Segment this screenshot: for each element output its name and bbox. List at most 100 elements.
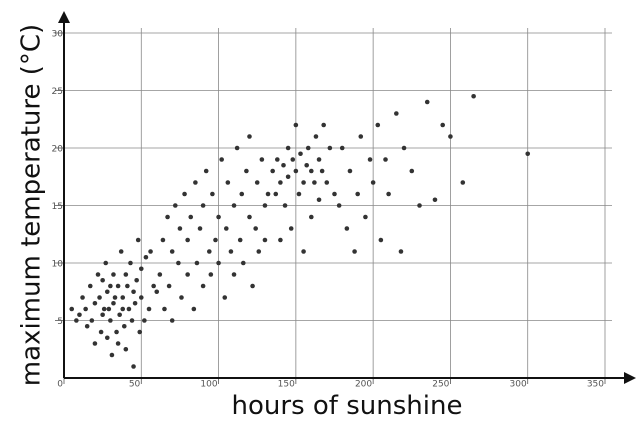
point: [148, 249, 153, 254]
point: [132, 300, 138, 306]
point: [97, 295, 102, 300]
point: [197, 226, 203, 231]
point: [398, 249, 404, 254]
point: [193, 180, 198, 185]
point: [321, 122, 326, 128]
point: [440, 122, 446, 128]
point: [216, 260, 221, 266]
point: [126, 306, 132, 312]
point: [237, 237, 243, 243]
point: [256, 249, 262, 254]
point: [309, 168, 314, 174]
point: [200, 203, 206, 208]
point: [208, 272, 214, 277]
point: [282, 203, 288, 208]
point: [262, 203, 268, 208]
point: [327, 145, 333, 151]
point: [115, 341, 121, 346]
point: [355, 191, 360, 197]
point: [123, 272, 129, 277]
y-tick-label: 10: [52, 260, 64, 270]
point: [231, 203, 237, 208]
point: [293, 122, 299, 128]
point: [281, 162, 286, 168]
point: [92, 300, 98, 306]
point: [154, 289, 160, 295]
point: [460, 180, 466, 185]
point: [200, 283, 206, 289]
point: [270, 168, 275, 174]
point: [324, 180, 330, 185]
point: [305, 145, 311, 151]
point: [367, 157, 373, 162]
point: [111, 272, 116, 277]
point: [160, 237, 166, 243]
point: [80, 295, 85, 300]
point: [219, 157, 224, 162]
point: [87, 283, 93, 289]
grid: 0 50 100 150 200 250 300 350 5 10 15 20 25 30: [52, 28, 612, 390]
point: [313, 134, 319, 139]
point: [137, 329, 143, 335]
x-tick-label: 100: [200, 380, 217, 390]
x-axis-arrow: [624, 372, 636, 384]
point: [101, 306, 107, 312]
y-tick-label: 25: [52, 87, 63, 97]
point: [259, 157, 265, 162]
point: [131, 289, 136, 295]
point: [117, 312, 122, 318]
point: [363, 214, 368, 220]
point: [304, 162, 309, 168]
point: [247, 214, 252, 220]
x-tick-label: 50: [129, 380, 141, 390]
point: [298, 151, 303, 157]
point: [77, 312, 82, 318]
point: [254, 180, 260, 185]
point: [138, 266, 144, 272]
point: [98, 329, 104, 335]
point: [118, 249, 124, 254]
points: [69, 93, 531, 369]
point: [234, 145, 240, 151]
point: [111, 300, 116, 306]
point: [401, 145, 407, 151]
point: [253, 226, 258, 231]
point: [224, 226, 229, 231]
point: [352, 249, 357, 254]
point: [370, 180, 376, 185]
point: [106, 306, 112, 312]
point: [290, 157, 296, 162]
point: [336, 203, 342, 208]
y-axis-title: maximum temperature (°C): [17, 24, 47, 386]
point: [278, 180, 283, 185]
point: [146, 306, 152, 312]
point: [138, 295, 144, 300]
point: [143, 254, 149, 260]
point: [108, 318, 113, 323]
point: [301, 249, 306, 254]
point: [120, 295, 126, 300]
point: [123, 346, 129, 352]
point: [185, 237, 190, 243]
point: [288, 226, 294, 231]
point: [285, 174, 291, 180]
point: [409, 168, 415, 174]
point: [386, 191, 391, 197]
point: [121, 323, 127, 329]
point: [104, 335, 110, 341]
point: [344, 226, 350, 231]
point: [278, 237, 283, 243]
point: [316, 197, 322, 203]
point: [188, 214, 194, 220]
x-tick-label: 250: [432, 380, 449, 390]
point: [89, 318, 95, 323]
point: [131, 364, 136, 369]
point: [129, 318, 135, 323]
point: [231, 272, 237, 277]
point: [166, 283, 172, 289]
point: [104, 289, 110, 295]
point: [225, 180, 231, 185]
point: [108, 283, 113, 289]
point: [448, 134, 453, 139]
